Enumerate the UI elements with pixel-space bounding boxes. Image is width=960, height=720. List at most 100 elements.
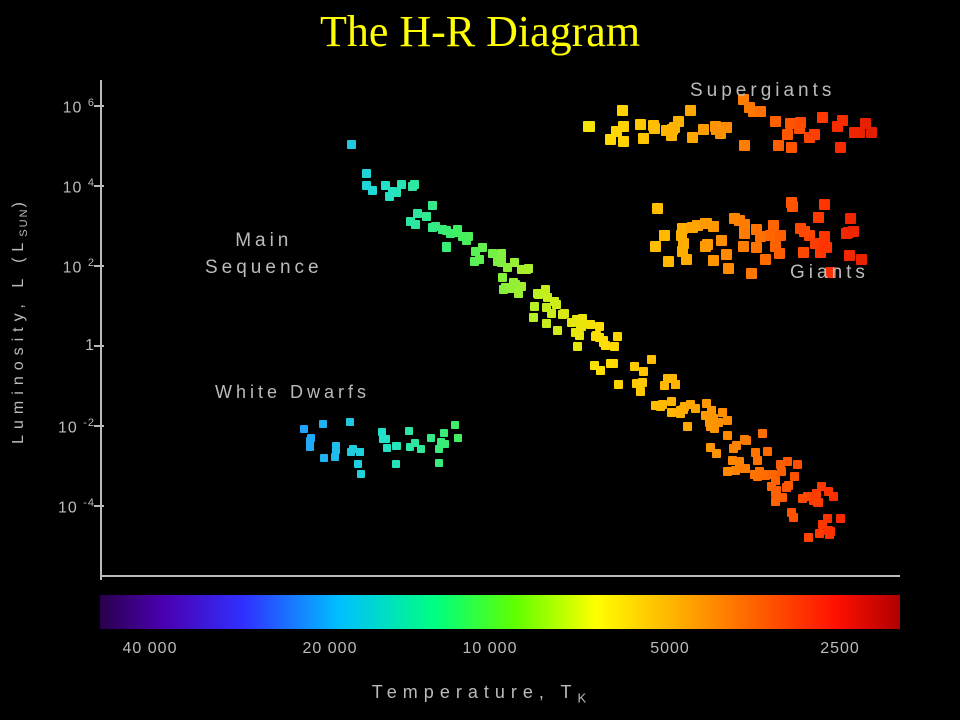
x-tick-label: 40 000 <box>123 640 178 658</box>
star-point <box>804 533 813 542</box>
star-point <box>428 201 437 210</box>
star-point <box>774 248 785 259</box>
star-point <box>866 127 877 138</box>
star-point <box>835 142 846 153</box>
y-tick-label: 10 -2 <box>40 417 95 437</box>
star-point <box>742 436 751 445</box>
x-axis-label: Temperature, TK <box>0 682 960 706</box>
star-point <box>307 434 315 442</box>
star-point <box>663 256 674 267</box>
star-point <box>497 257 506 266</box>
y-tick-label: 10 -4 <box>40 497 95 517</box>
star-point <box>306 443 314 451</box>
star-point <box>793 460 802 469</box>
y-tick-mark <box>94 345 104 347</box>
star-point <box>739 228 750 239</box>
star-point <box>729 444 738 453</box>
star-point <box>586 320 595 329</box>
star-point <box>497 249 506 258</box>
star-point <box>776 460 785 469</box>
star-point <box>635 119 646 130</box>
star-point <box>610 342 619 351</box>
star-point <box>488 249 497 258</box>
y-tick-mark <box>94 425 104 427</box>
star-point <box>356 448 364 456</box>
star-point <box>755 231 766 242</box>
star-point <box>553 326 562 335</box>
star-point <box>760 254 771 265</box>
star-point <box>710 424 719 433</box>
star-point <box>686 400 695 409</box>
y-tick-mark <box>94 185 104 187</box>
star-point <box>712 449 721 458</box>
star-point <box>849 127 860 138</box>
star-point <box>475 255 484 264</box>
star-point <box>498 273 507 282</box>
star-point <box>558 310 567 319</box>
star-point <box>673 116 684 127</box>
star-point <box>721 249 732 260</box>
star-point <box>676 409 685 418</box>
star-point <box>678 238 689 249</box>
star-point <box>702 399 711 408</box>
x-axis <box>100 575 900 577</box>
star-point <box>382 435 390 443</box>
star-point <box>698 124 709 135</box>
star-point <box>383 444 391 452</box>
star-point <box>832 121 843 132</box>
star-point <box>442 243 451 252</box>
star-point <box>618 121 629 132</box>
star-point <box>652 203 663 214</box>
star-point <box>685 105 696 116</box>
y-tick-mark <box>94 505 104 507</box>
x-tick-label: 20 000 <box>303 640 358 658</box>
star-point <box>300 425 308 433</box>
star-point <box>824 487 833 496</box>
star-point <box>821 242 832 253</box>
star-point <box>815 529 824 538</box>
star-point <box>658 400 667 409</box>
star-point <box>818 520 827 529</box>
star-point <box>813 212 824 223</box>
star-point <box>735 457 744 466</box>
star-point <box>542 319 551 328</box>
star-point <box>354 460 362 468</box>
star-point <box>357 470 365 478</box>
star-point <box>413 209 422 218</box>
spectrum-bar <box>100 595 900 629</box>
star-point <box>758 429 767 438</box>
star-point <box>755 106 766 117</box>
star-point <box>817 112 828 123</box>
star-point <box>617 105 628 116</box>
star-point <box>782 129 793 140</box>
star-point <box>770 116 781 127</box>
star-point <box>768 470 777 479</box>
star-point <box>567 318 576 327</box>
star-point <box>320 454 328 462</box>
star-point <box>576 320 585 329</box>
y-axis-label: Luminosity, L (LSUN) <box>10 196 30 444</box>
star-point <box>787 201 798 212</box>
star-point <box>514 289 523 298</box>
star-point <box>845 213 856 224</box>
star-point <box>716 235 727 246</box>
star-point <box>435 459 443 467</box>
star-point <box>392 460 400 468</box>
y-tick-label: 10 6 <box>40 97 95 117</box>
star-point <box>431 222 440 231</box>
star-point <box>723 416 732 425</box>
star-point <box>573 342 582 351</box>
star-point <box>649 123 660 134</box>
star-point <box>583 121 594 132</box>
star-point <box>848 226 859 237</box>
star-point <box>533 289 542 298</box>
star-point <box>606 359 615 368</box>
star-point <box>630 362 639 371</box>
star-point <box>708 255 719 266</box>
star-point <box>575 331 584 340</box>
star-point <box>723 263 734 274</box>
star-point <box>667 397 676 406</box>
star-point <box>836 514 845 523</box>
star-point <box>347 140 356 149</box>
star-point <box>397 180 406 189</box>
